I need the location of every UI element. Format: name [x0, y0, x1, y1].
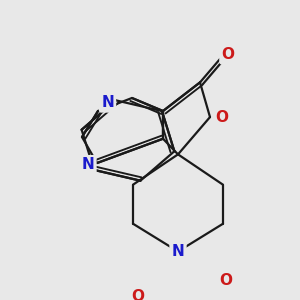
Text: O: O	[220, 274, 232, 289]
Text: O: O	[215, 110, 229, 124]
Text: O: O	[221, 47, 235, 62]
Text: N: N	[172, 244, 184, 259]
Text: O: O	[131, 289, 145, 300]
Text: N: N	[82, 157, 94, 172]
Text: N: N	[101, 95, 114, 110]
